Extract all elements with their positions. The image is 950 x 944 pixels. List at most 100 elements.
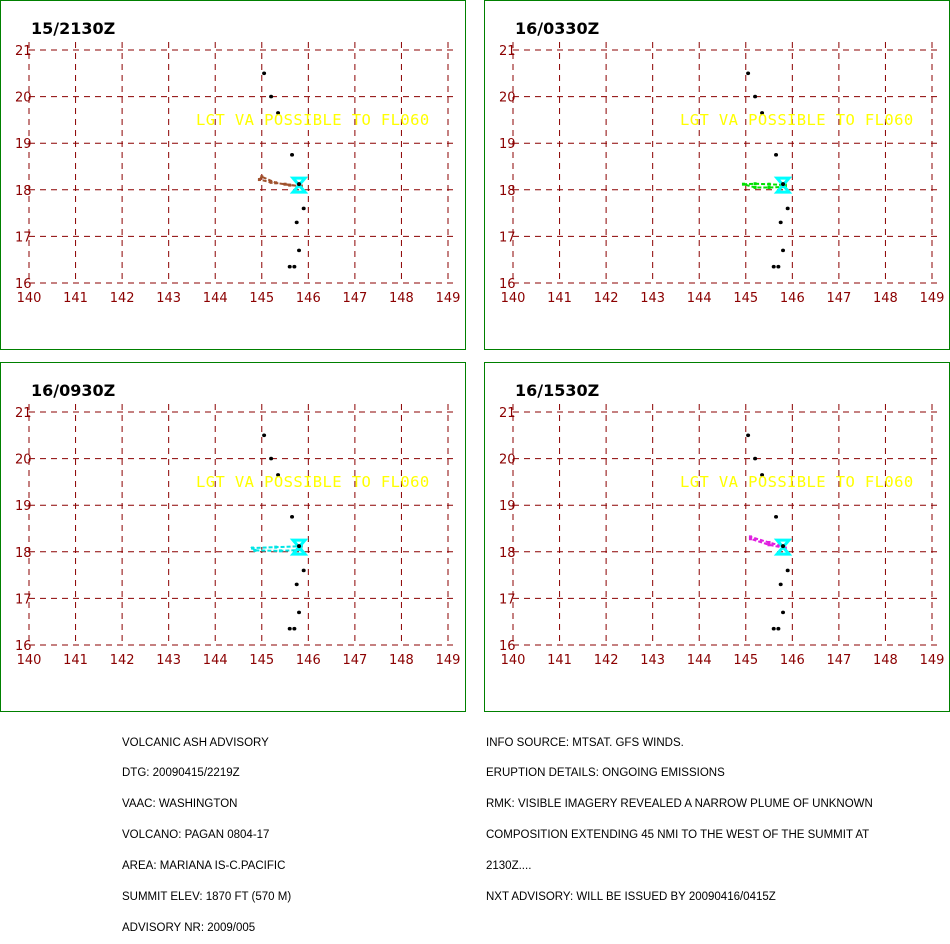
island-dot [771, 264, 776, 269]
ash-plume-point [741, 182, 745, 186]
ash-plume-point [748, 537, 752, 541]
advisory-line: INFO SOURCE: MTSAT. GFS WINDS. [486, 736, 684, 749]
x-tick-label: 141 [63, 653, 88, 668]
island-dot [287, 626, 292, 631]
x-tick-label: 144 [203, 653, 228, 668]
volcano-summit [781, 544, 786, 549]
ash-annotation: LGT VA POSSIBLE TO FL060 [680, 111, 914, 129]
advisory-details-right: INFO SOURCE: MTSAT. GFS WINDS. ERUPTION … [486, 717, 873, 913]
ash-plume-point [283, 182, 287, 186]
ash-plume-point [260, 175, 264, 179]
ash-plume-point [257, 178, 261, 182]
island-dot [785, 206, 790, 211]
island-dot [301, 206, 306, 211]
volcano-summit [781, 182, 786, 187]
y-tick-label: 17 [499, 230, 516, 245]
y-tick-label: 21 [499, 44, 516, 59]
y-tick-label: 19 [499, 137, 516, 152]
ash-plume-line [743, 182, 786, 189]
island-dot [297, 610, 302, 615]
ash-plume-point [753, 182, 757, 186]
island-dot [753, 94, 758, 99]
panel-title: 15/2130Z [31, 19, 116, 38]
x-tick-label: 148 [389, 291, 414, 306]
y-tick-label: 16 [499, 639, 516, 654]
x-tick-label: 148 [873, 291, 898, 306]
x-tick-label: 148 [389, 653, 414, 668]
advisory-line: COMPOSITION EXTENDING 45 NMI TO THE WEST… [486, 829, 870, 842]
x-tick-label: 145 [249, 653, 274, 668]
x-tick-label: 147 [826, 653, 851, 668]
island-dot [785, 568, 790, 573]
advisory-line: ERUPTION DETAILS: ONGOING EMISSIONS [486, 767, 725, 780]
x-tick-label: 143 [156, 291, 181, 306]
island-dot [781, 610, 786, 615]
island-dot [262, 71, 267, 76]
advisory-line: VOLCANO: PAGAN 0804-17 [122, 829, 270, 842]
ash-plume-point [274, 545, 278, 549]
panel-title: 16/0330Z [515, 19, 600, 38]
y-tick-label: 17 [15, 592, 32, 607]
map-panel-2: 140 141 142 143 144 145 146 147 148 149 16 17 18 19 20… [484, 0, 950, 350]
island-dot [778, 582, 783, 587]
x-tick-label: 148 [873, 653, 898, 668]
x-tick-label: 149 [920, 291, 945, 306]
x-tick-label: 149 [436, 291, 461, 306]
x-tick-label: 146 [780, 291, 805, 306]
ash-plume-point [767, 182, 771, 186]
ash-plume-point [767, 185, 771, 189]
x-tick-label: 145 [249, 291, 274, 306]
island-dot [297, 248, 302, 253]
x-tick-label: 146 [296, 291, 321, 306]
ash-plume-point [253, 548, 257, 552]
advisory-line: DTG: 20090415/2219Z [122, 767, 240, 780]
island-dot [262, 433, 267, 438]
y-tick-label: 18 [15, 184, 32, 199]
map-panel-3: 140 141 142 143 144 145 146 147 148 149 16 17 18 19 20… [0, 362, 466, 712]
ash-annotation: LGT VA POSSIBLE TO FL060 [680, 473, 914, 491]
island-dot [287, 264, 292, 269]
ash-annotation: LGT VA POSSIBLE TO FL060 [196, 111, 430, 129]
volcano-summit [297, 182, 302, 187]
ash-annotation: LGT VA POSSIBLE TO FL060 [196, 473, 430, 491]
island-dot [269, 94, 274, 99]
x-tick-label: 145 [733, 291, 758, 306]
x-tick-label: 142 [594, 653, 619, 668]
island-dot [760, 111, 765, 115]
panel-title: 16/1530Z [515, 381, 600, 400]
ash-plume-point [288, 183, 292, 187]
y-tick-label: 20 [499, 91, 516, 106]
island-dot [774, 515, 779, 519]
y-tick-label: 16 [15, 639, 32, 654]
chart-svg-3: 140 141 142 143 144 145 146 147 148 149 16 17 18 19 20… [15, 404, 461, 668]
island-dot [774, 153, 779, 157]
advisory-header-left: VOLCANIC ASH ADVISORY DTG: 20090415/2219… [122, 717, 291, 944]
x-tick-label: 144 [687, 291, 712, 306]
island-dot [294, 582, 299, 587]
y-tick-label: 18 [499, 184, 516, 199]
island-dot [771, 626, 776, 631]
ash-plume-point [274, 181, 278, 185]
x-tick-label: 141 [547, 291, 572, 306]
y-tick-label: 20 [499, 453, 516, 468]
y-tick-label: 19 [15, 137, 32, 152]
x-tick-label: 143 [640, 653, 665, 668]
x-tick-label: 147 [342, 653, 367, 668]
y-tick-label: 18 [499, 546, 516, 561]
ash-plume-point [767, 540, 771, 544]
y-tick-label: 16 [15, 277, 32, 292]
x-tick-label: 143 [640, 291, 665, 306]
x-tick-label: 145 [733, 653, 758, 668]
advisory-line: AREA: MARIANA IS-C.PACIFIC [122, 860, 286, 873]
y-tick-label: 21 [15, 406, 32, 421]
y-tick-label: 17 [499, 592, 516, 607]
x-tick-label: 141 [547, 653, 572, 668]
island-dot [290, 515, 295, 519]
advisory-line: NXT ADVISORY: WILL BE ISSUED BY 20090416… [486, 891, 776, 904]
volcano-summit [297, 544, 302, 549]
island-dot [776, 264, 781, 269]
x-tick-label: 142 [110, 653, 135, 668]
ash-plume-point [250, 546, 254, 550]
x-tick-label: 149 [436, 653, 461, 668]
island-dot [290, 153, 295, 157]
